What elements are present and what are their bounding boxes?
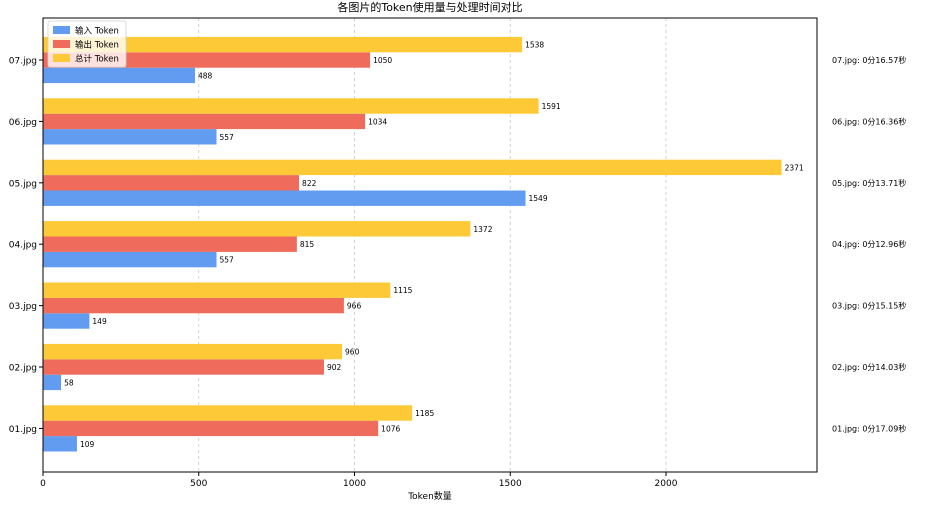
time-annotation: 04.jpg: 0分12.96秒 [832, 239, 906, 249]
time-annotation: 07.jpg: 0分16.57秒 [832, 55, 906, 65]
legend-swatch [53, 26, 70, 34]
bar-value-label: 960 [345, 348, 360, 357]
bar-value-label: 1591 [542, 102, 561, 111]
legend-label: 输出 Token [75, 40, 119, 51]
x-tick-label: 1500 [499, 479, 522, 489]
bar-output [43, 297, 344, 314]
legend: 输入 Token 输出 Token 总计 Token [47, 20, 127, 68]
time-annotation: 06.jpg: 0分16.36秒 [832, 116, 906, 126]
bar-value-label: 1372 [473, 225, 492, 234]
bar-output [43, 236, 297, 252]
y-tick-label: 01.jpg [9, 425, 37, 435]
bar-value-label: 488 [198, 71, 213, 80]
bar-value-label: 2371 [785, 163, 804, 172]
bar-input [43, 436, 77, 452]
y-tick-label: 03.jpg [9, 302, 37, 312]
grid [198, 18, 667, 472]
bar-value-label: 1538 [525, 41, 544, 50]
bar-total [43, 159, 782, 176]
bar-total [43, 221, 471, 237]
bar-value-label: 109 [80, 440, 95, 449]
bar-value-label: 1115 [393, 286, 412, 295]
legend-label: 输入 Token [75, 26, 119, 37]
y-tick-label: 02.jpg [9, 364, 37, 374]
bar-input [43, 190, 526, 206]
time-annotation: 05.jpg: 0分13.71秒 [832, 178, 906, 188]
plot-area-frame [42, 17, 818, 473]
legend-swatch [53, 54, 70, 62]
chart-title: 各图片的Token使用量与处理时间对比 [337, 0, 522, 14]
time-annotation: 01.jpg: 0分17.09秒 [832, 423, 906, 433]
bar-input [43, 129, 217, 145]
legend-swatch [53, 40, 70, 48]
bar-input [43, 374, 62, 391]
bar-output [43, 420, 379, 437]
y-tick-label: 06.jpg [9, 118, 37, 128]
bar-value-label: 822 [302, 179, 317, 188]
bar-total [43, 36, 523, 53]
x-tick-label: 2000 [655, 479, 678, 489]
bar-total [43, 282, 391, 298]
bar-value-label: 1034 [368, 117, 387, 126]
bar-output [43, 359, 324, 375]
bar-input [43, 251, 217, 268]
bar-value-label: 902 [327, 363, 342, 372]
x-tick-label: 0 [40, 479, 46, 489]
bar-output [43, 113, 366, 130]
x-tick-label: 500 [190, 479, 207, 489]
x-tick-label: 1000 [343, 479, 366, 489]
y-tick-label: 05.jpg [9, 179, 37, 189]
y-tick-label: 07.jpg [9, 57, 37, 67]
bar-total [43, 343, 343, 360]
y-tick-label: 04.jpg [9, 241, 37, 251]
bar-value-label: 557 [220, 256, 235, 265]
bar-input [43, 67, 196, 84]
bar-value-label: 966 [347, 302, 362, 311]
bar-value-label: 1076 [381, 424, 400, 433]
bar-total [43, 98, 539, 114]
bar-value-label: 815 [300, 240, 315, 249]
bar-value-label: 1050 [373, 56, 392, 65]
axes: 0 500 1000 1500 2000 01.jpg 02.jpg 03.jpg 04.jpg… [9, 57, 678, 490]
bar-value-label: 1185 [415, 409, 434, 418]
bar-output [43, 175, 300, 191]
bar-value-label: 58 [64, 378, 74, 387]
legend-label: 总计 Token [75, 54, 119, 65]
bar-value-label: 557 [220, 133, 235, 142]
time-annotations: 01.jpg: 0分17.09秒 02.jpg: 0分14.03秒 03.jpg: … [832, 55, 906, 433]
bar-value-label: 1549 [529, 194, 548, 203]
time-annotation: 02.jpg: 0分14.03秒 [832, 362, 906, 372]
bar-value-label: 149 [92, 317, 107, 326]
bar-total [43, 405, 413, 421]
bar-input [43, 313, 90, 329]
x-axis-label: Token数量 [407, 490, 452, 502]
time-annotation: 03.jpg: 0分15.15秒 [832, 301, 906, 311]
